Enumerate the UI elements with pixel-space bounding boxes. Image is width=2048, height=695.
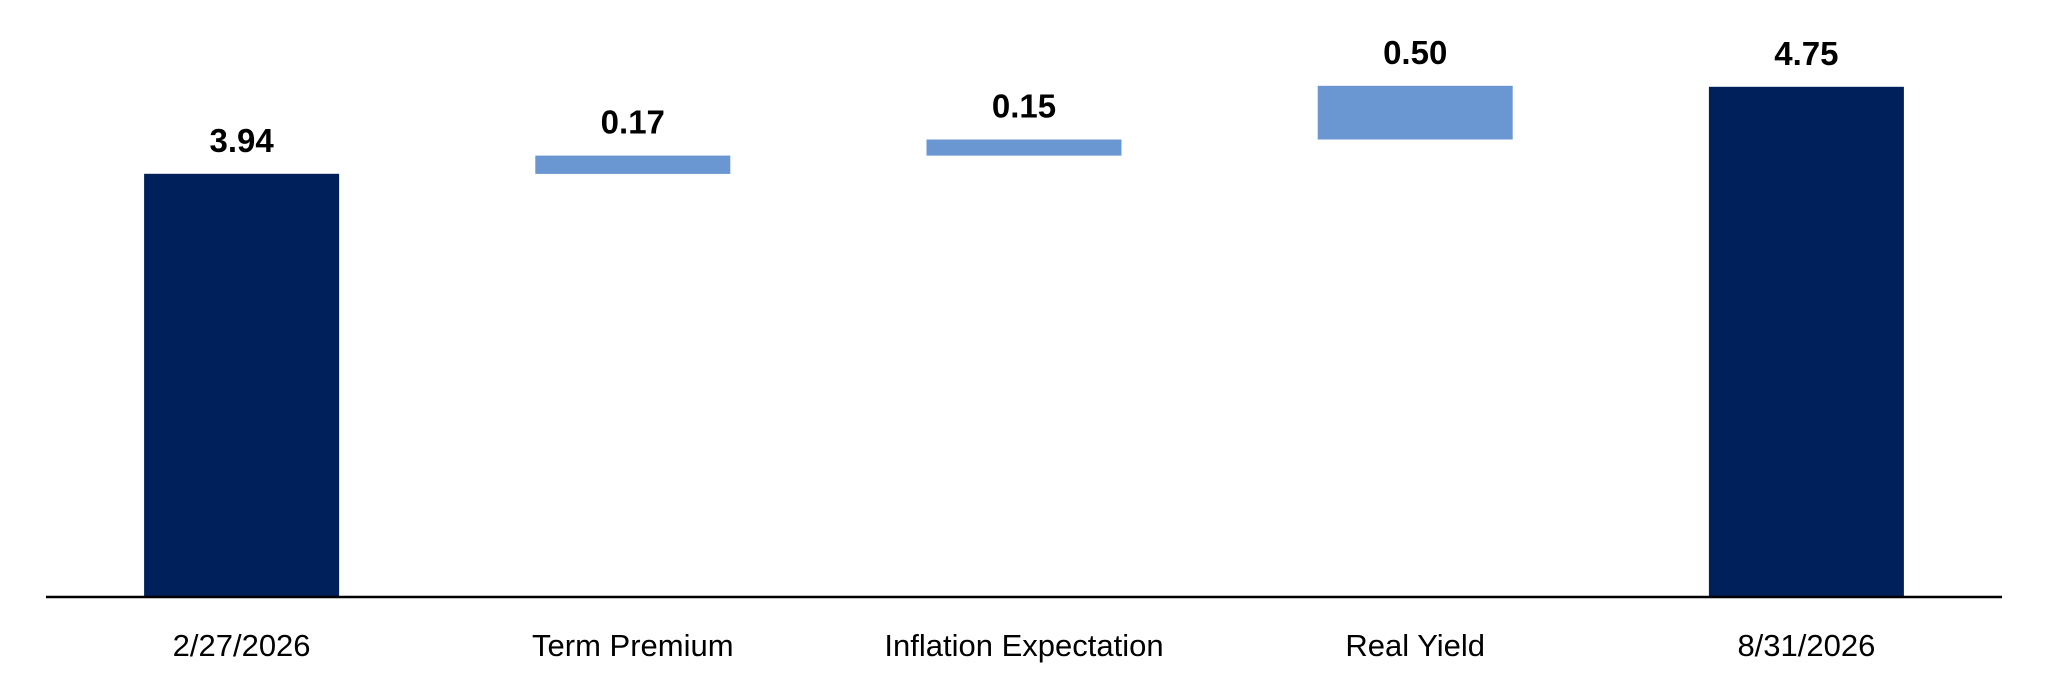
bar-5 [1708, 86, 1904, 598]
value-labels-group: 3.94 0.17 0.15 0.50 4.75 [209, 34, 1838, 159]
x-tick-label-4: Real Yield [1345, 628, 1485, 663]
x-tick-label-2: Term Premium [532, 628, 734, 663]
value-label-1: 3.94 [209, 122, 274, 159]
bar-4 [1317, 85, 1513, 140]
x-tick-label-1: 2/27/2026 [173, 628, 311, 663]
bar-3 [926, 139, 1122, 156]
x-tick-label-3: Inflation Expectation [884, 628, 1163, 663]
value-label-5: 4.75 [1774, 35, 1838, 72]
value-label-4: 0.50 [1383, 34, 1447, 71]
bar-2 [535, 155, 731, 174]
x-tick-labels-group: 2/27/2026 Term Premium Inflation Expectati… [173, 628, 1876, 663]
value-label-2: 0.17 [601, 104, 665, 141]
value-label-3: 0.15 [992, 88, 1056, 125]
bars-group [144, 85, 1904, 598]
x-tick-label-5: 8/31/2026 [1737, 628, 1875, 663]
bar-1 [144, 173, 340, 598]
